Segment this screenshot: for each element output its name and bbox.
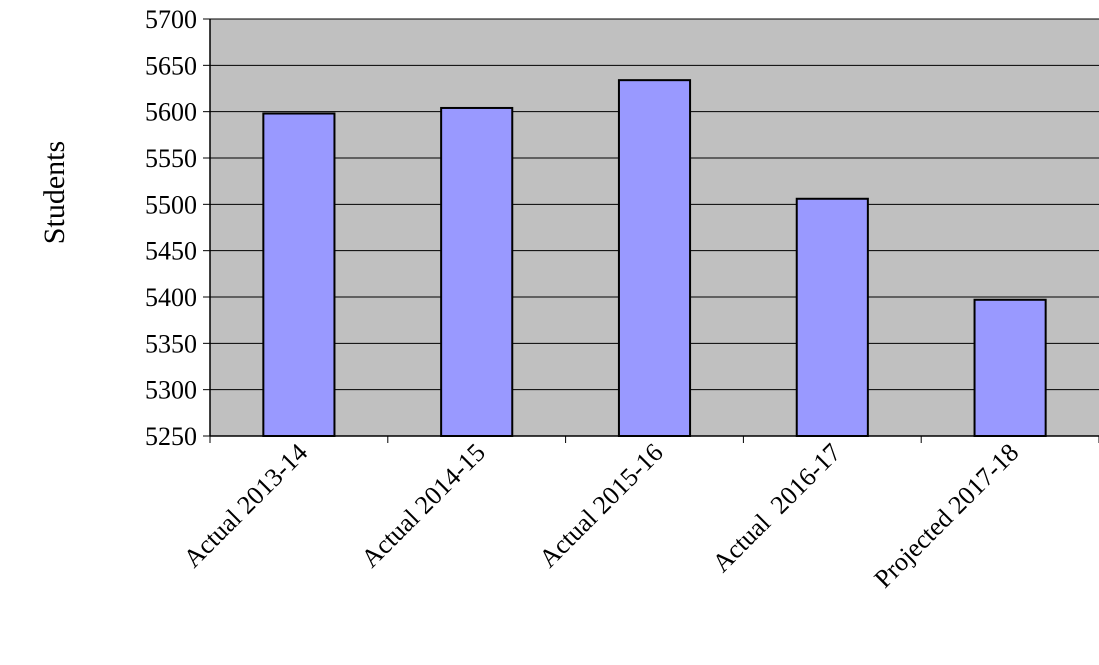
y-tick-label: 5300 xyxy=(145,376,197,405)
x-tick-label: Actual 2015-16 xyxy=(533,438,668,573)
x-tick-label: Actual 2013-14 xyxy=(178,438,313,573)
bars xyxy=(262,79,1047,438)
bar xyxy=(973,298,1047,437)
y-tick-label: 5700 xyxy=(145,5,197,34)
x-tick-labels: Actual 2013-14 Actual 2014-15 Actual 2015-… xyxy=(178,436,1099,594)
y-tick-label: 5400 xyxy=(145,283,197,312)
bar xyxy=(440,106,514,438)
x-tick-label: Projected 2017-18 xyxy=(869,438,1025,594)
bar xyxy=(617,79,692,437)
y-tick-label: 5500 xyxy=(145,190,197,219)
y-tick-label: 5550 xyxy=(145,144,197,173)
bar xyxy=(262,112,336,438)
x-tick-label: Actual 2014-15 xyxy=(356,438,491,573)
y-tick-label: 5600 xyxy=(145,98,197,127)
bar xyxy=(795,197,869,437)
y-tick-label: 5650 xyxy=(145,51,197,80)
y-axis-title: Students xyxy=(38,141,71,244)
axes xyxy=(209,19,1099,437)
x-tick-label: Actual 2016-17 xyxy=(707,438,847,578)
y-tick-labels: 5250 5300 5350 5400 5450 5500 5550 5600 5650 5700 xyxy=(145,5,210,451)
y-tick-label: 5350 xyxy=(145,329,197,358)
y-tick-label: 5450 xyxy=(145,237,197,266)
y-tick-label: 5250 xyxy=(145,422,197,451)
